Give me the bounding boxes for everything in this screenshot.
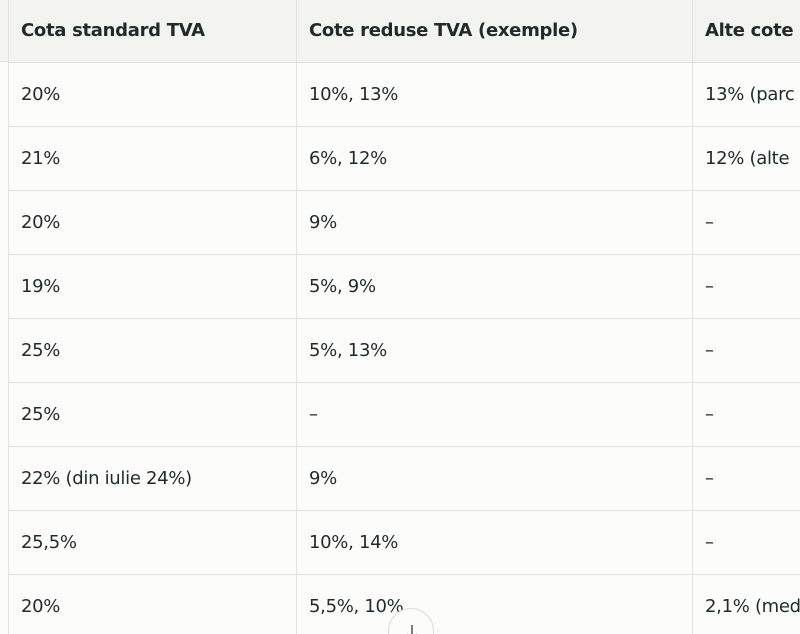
table-body: 20% 10%, 13% 13% (parc 21% 6%, 12% 12% (alte 2…: [8, 62, 800, 634]
table-cell: 21%: [8, 126, 297, 191]
table-row: 21% 6%, 12% 12% (alte: [8, 126, 800, 191]
table-row: 20% 9% –: [8, 190, 800, 255]
table-row: 20% 5,5%, 10% 2,1% (med: [8, 574, 800, 634]
scroll-icon: [407, 625, 417, 634]
table-cell: 9%: [296, 446, 693, 511]
table-cell: 22% (din iulie 24%): [8, 446, 297, 511]
table-cell: 25%: [8, 318, 297, 383]
table-cell: 25%: [8, 382, 297, 447]
scroll-down-button[interactable]: [388, 608, 434, 634]
table-row: 20% 10%, 13% 13% (parc: [8, 62, 800, 127]
header-cell: Cota standard TVA: [8, 0, 297, 63]
table-cell: –: [692, 446, 800, 511]
vat-table: Cota standard TVA Cote reduse TVA (exempl…: [8, 0, 800, 634]
table-cell: 20%: [8, 62, 297, 127]
table-row: 25% 5%, 13% –: [8, 318, 800, 383]
table-cell: 5%, 9%: [296, 254, 693, 319]
table-cell: –: [692, 254, 800, 319]
table-cell: 6%, 12%: [296, 126, 693, 191]
table-cell: –: [692, 190, 800, 255]
table-cell: 25,5%: [8, 510, 297, 575]
table-cell: 12% (alte: [692, 126, 800, 191]
header-cell: Cote reduse TVA (exemple): [296, 0, 693, 63]
table-cell: 10%, 13%: [296, 62, 693, 127]
table-row: 22% (din iulie 24%) 9% –: [8, 446, 800, 511]
table-cell: 20%: [8, 574, 297, 634]
table-cell: 10%, 14%: [296, 510, 693, 575]
table-cell: –: [692, 318, 800, 383]
header-cell: Alte cote: [692, 0, 800, 63]
table-cell: 20%: [8, 190, 297, 255]
table-row: 25% – –: [8, 382, 800, 447]
table-cell: 13% (parc: [692, 62, 800, 127]
table-cell: 5%, 13%: [296, 318, 693, 383]
table-cell: 2,1% (med: [692, 574, 800, 634]
table-cell: 5,5%, 10%: [296, 574, 693, 634]
table-cell: 9%: [296, 190, 693, 255]
table-row: 25,5% 10%, 14% –: [8, 510, 800, 575]
table-row: 19% 5%, 9% –: [8, 254, 800, 319]
table-cell: –: [296, 382, 693, 447]
header-row: Cota standard TVA Cote reduse TVA (exempl…: [8, 0, 800, 63]
table-cell: –: [692, 510, 800, 575]
table-cell: –: [692, 382, 800, 447]
table-cell: 19%: [8, 254, 297, 319]
